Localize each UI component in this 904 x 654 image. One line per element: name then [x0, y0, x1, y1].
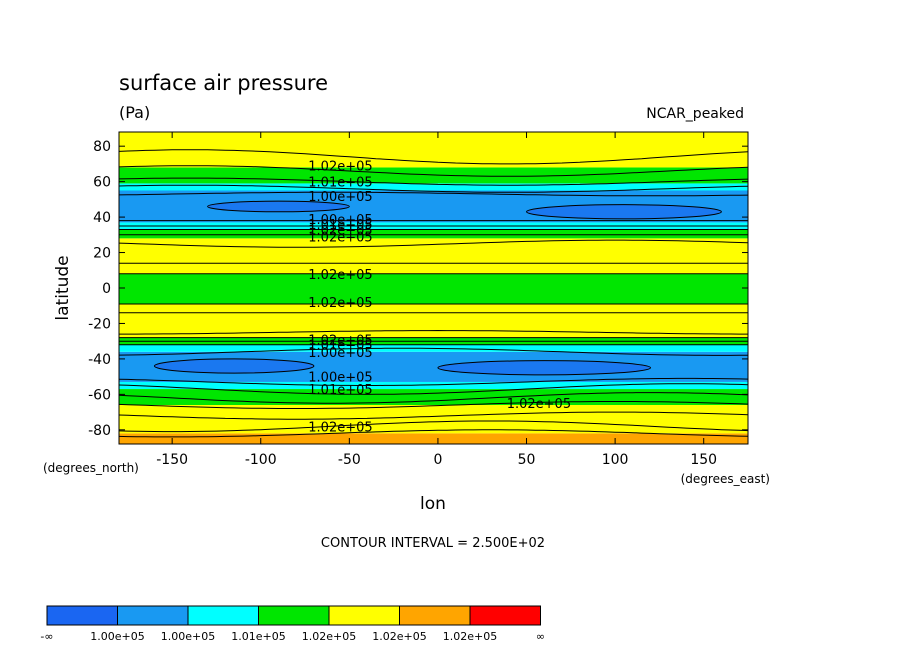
legend-swatch-0	[46, 605, 118, 626]
y-axis-ticks: -80 -60 -40 -20 0 20 40 60 80	[88, 139, 748, 439]
contour-line-19	[119, 377, 748, 386]
x-tick-label-4: 50	[518, 452, 536, 468]
contour-labels: 1.02e+051.01e+051.00e+051.00e+051.01e+05…	[308, 160, 571, 436]
y-tick-label-8: 80	[93, 139, 111, 155]
contour-line-21	[119, 392, 748, 404]
low-cell-2	[153, 358, 315, 374]
contour-label-10: 1.01e+05	[308, 339, 372, 354]
x-tick-label-6: 150	[690, 452, 717, 468]
legend-label-6: 1.02e+05	[443, 630, 497, 643]
band-3	[119, 381, 748, 390]
contour-label-15: 1.02e+05	[308, 420, 372, 435]
legend-label-1: 1.00e+05	[90, 630, 144, 643]
low-pressure-cells	[153, 200, 722, 376]
chart-units: (Pa)	[119, 103, 150, 122]
y-tick-label-7: 60	[93, 175, 111, 191]
legend-swatch-6	[469, 605, 541, 626]
x-tick-label-5: 100	[602, 452, 629, 468]
contour-line-20	[119, 383, 748, 395]
y-tick-label-2: -40	[88, 352, 111, 368]
band-0	[119, 433, 748, 444]
legend-swatch-3	[258, 605, 330, 626]
band-1	[119, 405, 748, 434]
band-7	[119, 303, 748, 338]
color-legend: -∞ 1.00e+05 1.00e+05 1.01e+05 1.02e+05 1.02e+…	[40, 605, 545, 643]
contour-label-1: 1.01e+05	[308, 176, 372, 191]
contour-label-9: 1.02e+05	[308, 333, 372, 348]
low-cell-0	[207, 200, 350, 213]
x-units-label: (degrees_east)	[681, 472, 770, 486]
x-tick-label-1: -100	[245, 452, 277, 468]
contour-label-4: 1.01e+05	[308, 218, 372, 233]
band-10	[119, 229, 748, 239]
contour-lines	[119, 149, 748, 438]
contour-line-24	[119, 420, 748, 433]
contour-label-14: 1.02e+05	[507, 397, 571, 412]
filled-contour-bands	[119, 132, 748, 444]
contour-label-2: 1.00e+05	[308, 190, 372, 205]
x-tick-label-3: 0	[433, 452, 442, 468]
contour-label-13: 1.01e+05	[308, 383, 372, 398]
low-cell-3	[437, 360, 652, 376]
legend-label-5: 1.02e+05	[372, 630, 426, 643]
y-tick-label-0: -80	[88, 423, 111, 439]
legend-swatch-4	[328, 605, 400, 626]
contour-label-8: 1.02e+05	[308, 296, 372, 311]
x-axis-ticks: -150 -100 -50 0 50 100 150	[156, 132, 717, 468]
contour-interval-text: CONTOUR INTERVAL = 2.500E+02	[321, 536, 545, 551]
contour-line-9	[119, 239, 748, 248]
x-tick-label-2: -50	[338, 452, 361, 468]
y-tick-label-3: -20	[88, 316, 111, 332]
contour-line-0	[119, 149, 748, 165]
legend-swatch-2	[187, 605, 259, 626]
y-tick-label-5: 20	[93, 246, 111, 262]
contour-label-6: 1.02e+05	[308, 231, 372, 246]
contour-line-14	[119, 329, 748, 335]
contour-line-18	[119, 347, 748, 356]
contour-line-25	[119, 429, 748, 438]
y-tick-label-4: 0	[102, 281, 111, 297]
y-units-label: (degrees_north)	[43, 461, 139, 475]
contour-line-4	[119, 191, 748, 197]
contour-label-11: 1.00e+05	[308, 346, 372, 361]
legend-label-0: -∞	[40, 630, 53, 643]
contour-line-3	[119, 184, 748, 193]
band-2	[119, 389, 748, 405]
contour-line-1	[119, 165, 748, 177]
dataset-name: NCAR_peaked	[646, 106, 744, 122]
legend-label-3: 1.01e+05	[231, 630, 285, 643]
y-axis-label: latitude	[53, 255, 73, 320]
contour-line-2	[119, 177, 748, 186]
contour-label-5: 1.02e+05	[308, 224, 372, 239]
y-tick-label-1: -60	[88, 387, 111, 403]
legend-swatch-5	[399, 605, 471, 626]
contour-label-3: 1.00e+05	[308, 213, 372, 228]
contour-label-12: 1.00e+05	[308, 371, 372, 386]
contour-line-22	[119, 401, 748, 409]
contour-line-23	[119, 411, 748, 420]
legend-label-4: 1.02e+05	[302, 630, 356, 643]
legend-label-7: ∞	[536, 630, 545, 643]
band-9	[119, 238, 748, 274]
y-tick-label-6: 40	[93, 210, 111, 226]
band-13	[119, 183, 748, 191]
chart-title: surface air pressure	[119, 71, 328, 95]
band-8	[119, 273, 748, 304]
legend-label-2: 1.00e+05	[161, 630, 215, 643]
low-cell-1	[526, 204, 722, 220]
legend-swatch-1	[117, 605, 189, 626]
contour-label-0: 1.02e+05	[308, 160, 372, 175]
x-tick-label-0: -150	[156, 452, 188, 468]
x-axis-label: lon	[420, 494, 446, 514]
contour-label-7: 1.02e+05	[308, 268, 372, 283]
